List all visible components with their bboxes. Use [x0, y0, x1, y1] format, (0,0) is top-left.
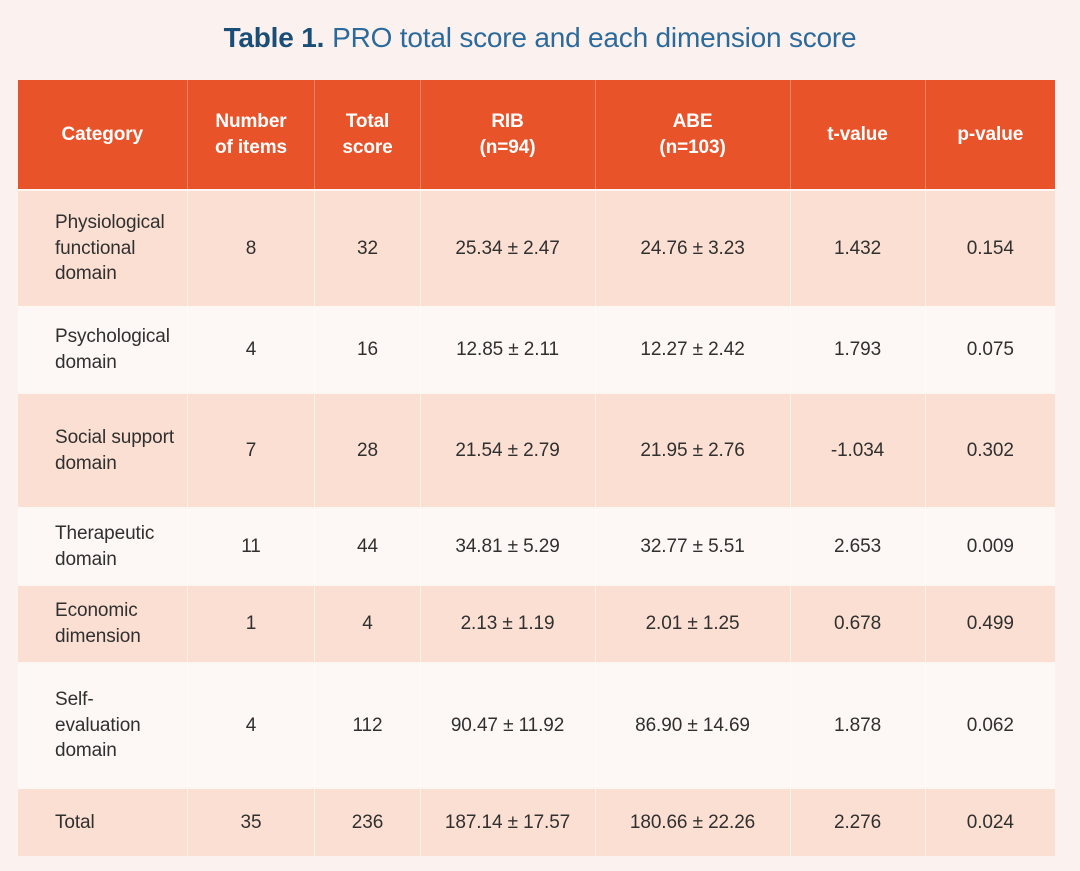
category-cell: Physiological functional domain	[18, 190, 188, 307]
header-number-of-items: Number of items	[186, 80, 315, 190]
table-row: Social support domain 7 28 21.54 ± 2.79 …	[18, 393, 1055, 508]
total-score-cell: 4	[314, 585, 421, 663]
p-value-cell: 0.024	[924, 788, 1055, 856]
header-p-value: p-value	[924, 80, 1055, 190]
t-value-cell: 1.793	[789, 307, 926, 393]
table-row: Economic dimension 1 4 2.13 ± 1.19 2.01 …	[18, 585, 1055, 663]
total-score-cell: 236	[314, 788, 421, 856]
category-cell: Social support domain	[18, 393, 188, 508]
total-score-cell: 112	[314, 663, 421, 788]
abe-cell: 24.76 ± 3.23	[594, 190, 790, 307]
table-header-row: Category Number of items Total score RIB…	[18, 80, 1055, 190]
header-category: Category	[18, 80, 188, 190]
items-cell: 8	[186, 190, 315, 307]
category-cell: Total	[18, 788, 188, 856]
abe-cell: 32.77 ± 5.51	[594, 508, 790, 585]
table-row: Self-evaluation domain 4 112 90.47 ± 11.…	[18, 663, 1055, 788]
pro-score-table: Category Number of items Total score RIB…	[18, 80, 1055, 856]
p-value-cell: 0.009	[924, 508, 1055, 585]
p-value-cell: 0.302	[924, 393, 1055, 508]
header-total-score: Total score	[314, 80, 421, 190]
total-score-cell: 16	[314, 307, 421, 393]
table-caption-number: Table 1.	[223, 22, 325, 53]
header-abe: ABE (n=103)	[594, 80, 790, 190]
abe-cell: 12.27 ± 2.42	[594, 307, 790, 393]
items-cell: 11	[186, 508, 315, 585]
category-cell: Self-evaluation domain	[18, 663, 188, 788]
items-cell: 7	[186, 393, 315, 508]
rib-cell: 12.85 ± 2.11	[419, 307, 596, 393]
t-value-cell: 0.678	[789, 585, 926, 663]
items-cell: 4	[186, 663, 315, 788]
t-value-cell: 2.276	[789, 788, 926, 856]
table-caption-text: PRO total score and each dimension score	[332, 22, 857, 53]
p-value-cell: 0.499	[924, 585, 1055, 663]
items-cell: 1	[186, 585, 315, 663]
category-cell: Therapeutic domain	[18, 508, 188, 585]
category-cell: Economic dimension	[18, 585, 188, 663]
header-rib: RIB (n=94)	[419, 80, 596, 190]
rib-cell: 90.47 ± 11.92	[419, 663, 596, 788]
table-row: Therapeutic domain 11 44 34.81 ± 5.29 32…	[18, 508, 1055, 585]
p-value-cell: 0.154	[924, 190, 1055, 307]
rib-cell: 187.14 ± 17.57	[419, 788, 596, 856]
rib-cell: 2.13 ± 1.19	[419, 585, 596, 663]
p-value-cell: 0.062	[924, 663, 1055, 788]
t-value-cell: -1.034	[789, 393, 926, 508]
t-value-cell: 1.432	[789, 190, 926, 307]
table-row: Physiological functional domain 8 32 25.…	[18, 190, 1055, 307]
rib-cell: 25.34 ± 2.47	[419, 190, 596, 307]
items-cell: 35	[186, 788, 315, 856]
abe-cell: 21.95 ± 2.76	[594, 393, 790, 508]
rib-cell: 34.81 ± 5.29	[419, 508, 596, 585]
abe-cell: 86.90 ± 14.69	[594, 663, 790, 788]
total-score-cell: 28	[314, 393, 421, 508]
category-cell: Psychological domain	[18, 307, 188, 393]
total-score-cell: 32	[314, 190, 421, 307]
rib-cell: 21.54 ± 2.79	[419, 393, 596, 508]
p-value-cell: 0.075	[924, 307, 1055, 393]
total-score-cell: 44	[314, 508, 421, 585]
table-row: Psychological domain 4 16 12.85 ± 2.11 1…	[18, 307, 1055, 393]
table-caption: Table 1. PRO total score and each dimensi…	[0, 22, 1080, 54]
t-value-cell: 1.878	[789, 663, 926, 788]
abe-cell: 180.66 ± 22.26	[594, 788, 790, 856]
header-t-value: t-value	[789, 80, 926, 190]
abe-cell: 2.01 ± 1.25	[594, 585, 790, 663]
items-cell: 4	[186, 307, 315, 393]
t-value-cell: 2.653	[789, 508, 926, 585]
table-row-total: Total 35 236 187.14 ± 17.57 180.66 ± 22.…	[18, 788, 1055, 856]
